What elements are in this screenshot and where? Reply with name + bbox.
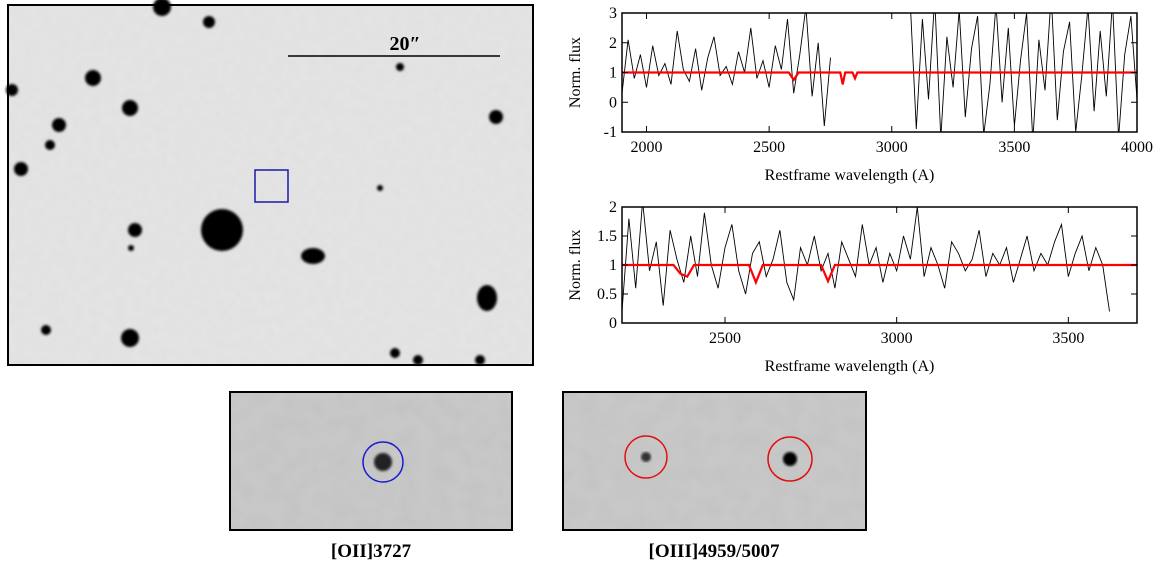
- cutout-oii: [229, 391, 513, 531]
- spectrum-line: [622, 13, 1137, 132]
- cutout-oiii: [562, 391, 867, 531]
- x-tick-label: 4000: [1121, 139, 1153, 156]
- spectrum-chart: 2000 2500 3000 3500 4000 -1 0 1 2 3 Restframe wave…: [567, 5, 1153, 184]
- y-axis-label: Norm. flux: [567, 37, 584, 108]
- scale-label: 20″: [389, 33, 420, 55]
- x-tick-label: 3000: [881, 330, 913, 347]
- y-tick-label: 0.5: [597, 286, 617, 303]
- x-tick-label: 3000: [876, 139, 908, 156]
- caption: [OIII]4959/5007: [649, 541, 780, 562]
- x-tick-label: 3500: [998, 139, 1030, 156]
- sky-image: 20″: [6, 0, 534, 366]
- x-tick-label: 3500: [1052, 330, 1084, 347]
- spectrum-line: [622, 207, 1110, 312]
- y-tick-label: -1: [604, 124, 617, 141]
- x-tick-label: 2500: [753, 139, 785, 156]
- y-tick-label: 1: [609, 257, 617, 274]
- y-tick-label: 2: [609, 199, 617, 216]
- spectrum-line: [622, 263, 1137, 286]
- y-tick-label: 3: [609, 5, 617, 22]
- y-tick-label: 2: [609, 35, 617, 52]
- y-tick-label: 1.5: [597, 228, 617, 245]
- caption: [OII]3727: [331, 541, 412, 562]
- x-tick-label: 2000: [631, 139, 663, 156]
- x-axis-label: Restframe wavelength (A): [765, 167, 935, 184]
- spectrum-line: [622, 71, 1137, 85]
- y-tick-label: 0: [609, 315, 617, 332]
- x-axis-label: Restframe wavelength (A): [765, 358, 935, 375]
- y-tick-label: 1: [609, 65, 617, 82]
- y-axis-label: Norm. flux: [567, 229, 584, 300]
- spectrum-chart: 2500 3000 3500 0 0.5 1 1.5 2 Restframe wavelengt…: [567, 199, 1138, 375]
- x-tick-label: 2500: [709, 330, 741, 347]
- y-tick-label: 0: [609, 94, 617, 111]
